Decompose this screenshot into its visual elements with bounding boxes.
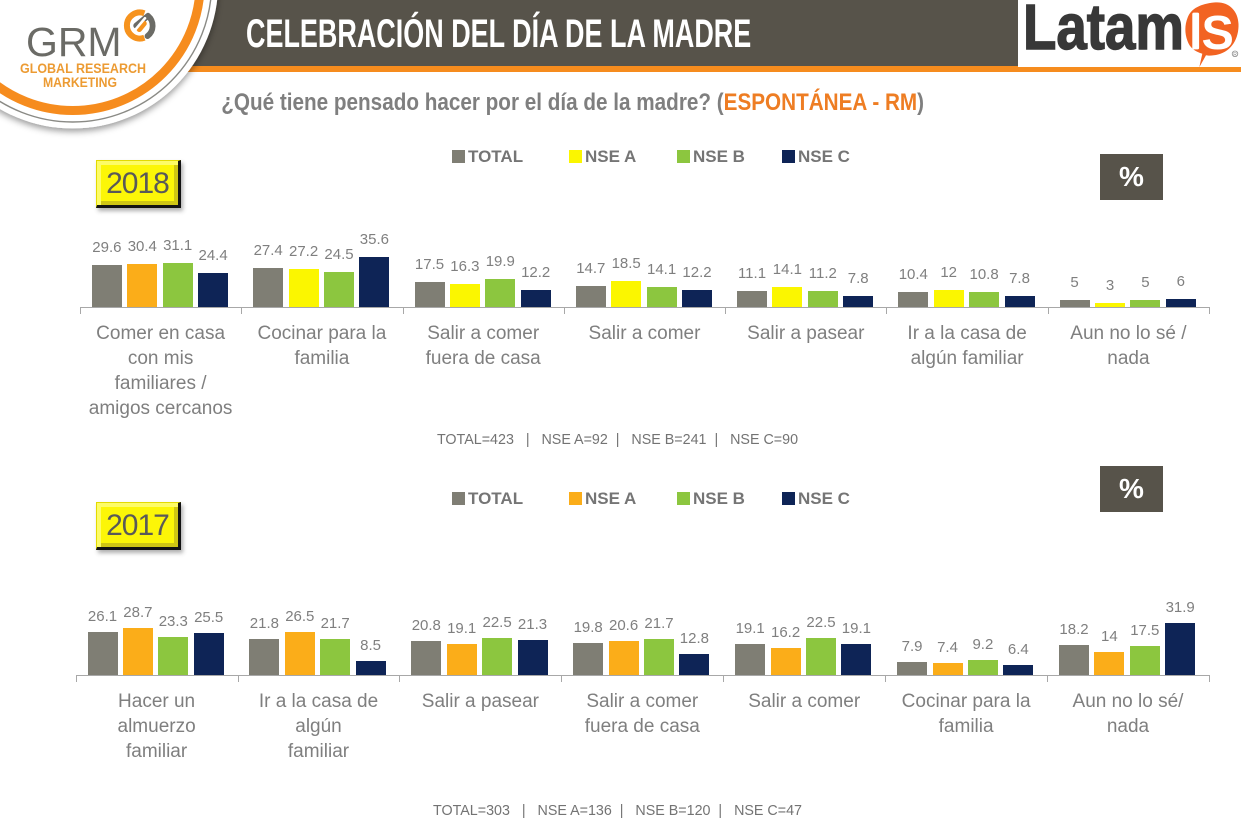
svg-text:GLOBAL RESEARCH: GLOBAL RESEARCH: [20, 61, 146, 76]
svg-text:R: R: [1233, 52, 1237, 58]
svg-text:Latam: Latam: [1023, 0, 1184, 63]
svg-text:GRM: GRM: [26, 19, 123, 65]
svg-text:S: S: [1202, 6, 1234, 60]
svg-text:MARKETING: MARKETING: [43, 75, 117, 90]
